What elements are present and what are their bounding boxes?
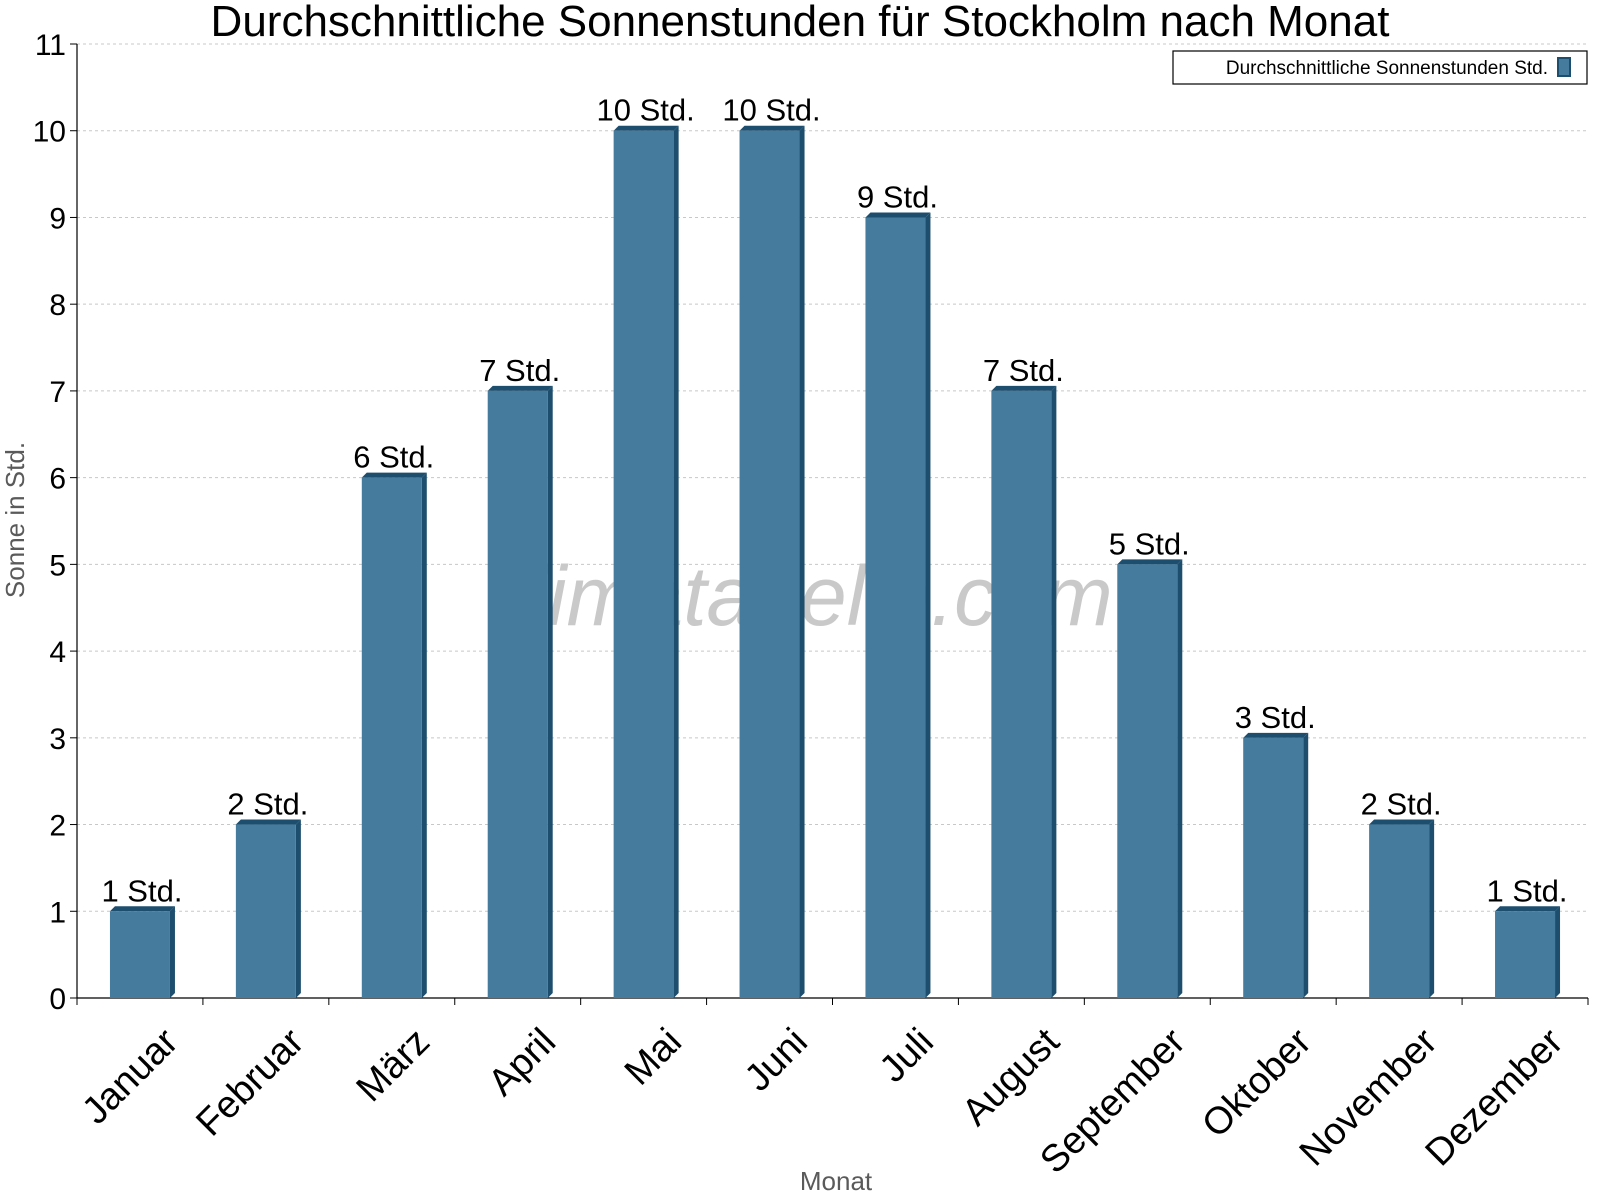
bars: 1 Std. 2 Std. 6 Std. 7 Std. 10 Std. 10 Std. 9 … (101, 93, 1568, 999)
y-tick-label: 9 (49, 202, 66, 235)
y-tick-label: 2 (49, 810, 66, 843)
y-tick-label: 11 (35, 29, 66, 62)
bar-side (1177, 559, 1183, 998)
bar-side (1429, 819, 1435, 998)
bar-top (613, 125, 679, 131)
bar-top (1243, 732, 1309, 738)
bar-top (1369, 819, 1435, 825)
x-tick-label: Mai (617, 1021, 690, 1094)
bar-value-label: 7 Std. (479, 353, 560, 388)
bar-side (295, 819, 301, 998)
bar-front (1117, 564, 1178, 998)
bar-front (1243, 737, 1304, 998)
x-tick-label: Juni (737, 1021, 816, 1100)
bar (1243, 732, 1309, 998)
x-tick-label: April (481, 1021, 564, 1104)
y-tick-label: 1 (49, 896, 66, 929)
x-tick-labels: Januar Februar März April Mai Juni Juli AugustS… (74, 1020, 1571, 1181)
bar-value-label: 2 Std. (1361, 787, 1442, 822)
y-tick-label: 3 (49, 723, 66, 756)
bar-front (1495, 911, 1556, 998)
bar-side (1555, 906, 1561, 998)
x-tick-label: November (1292, 1020, 1446, 1174)
bar-value-label: 5 Std. (1109, 526, 1190, 561)
bar-top (109, 906, 175, 912)
y-tick-label: 5 (49, 549, 66, 582)
bar-value-label: 6 Std. (353, 440, 434, 475)
x-tick-label: März (349, 1021, 438, 1110)
bar-value-label: 10 Std. (722, 93, 820, 128)
bar-side (1051, 385, 1057, 999)
bar-front (739, 130, 800, 998)
axes (70, 43, 1589, 1005)
x-axis-title: Monat (800, 1166, 873, 1196)
legend-label: Durchschnittliche Sonnenstunden Std. (1226, 58, 1548, 79)
bar (361, 472, 427, 998)
bar (487, 385, 553, 999)
bar-top (361, 472, 427, 478)
bar (865, 212, 931, 999)
grid-lines (77, 43, 1588, 912)
bar (1495, 906, 1561, 998)
bar-side (1303, 732, 1309, 998)
bar-side (799, 125, 805, 998)
y-tick-label: 10 (33, 116, 66, 149)
x-tick-label: Oktober (1194, 1020, 1320, 1146)
chart-title: Durchschnittliche Sonnenstunden für Stoc… (211, 0, 1390, 46)
bar-side (421, 472, 427, 998)
y-tick-label: 4 (49, 636, 66, 669)
bar-front (487, 390, 548, 999)
bar-value-label: 10 Std. (597, 93, 695, 128)
x-tick-label: Dezember (1418, 1020, 1572, 1174)
y-tick-label: 6 (49, 463, 66, 496)
bar-top (739, 125, 805, 131)
bar-front (1369, 824, 1430, 998)
bar-front (991, 390, 1052, 999)
y-tick-labels: 0 1 2 3 4 5 6 7 8 9 10 11 (33, 29, 66, 1016)
bar-top (235, 819, 301, 825)
bar-value-label: 1 Std. (1487, 873, 1568, 908)
bar (991, 385, 1057, 999)
bar-front (235, 824, 296, 998)
bar-side (169, 906, 175, 998)
x-tick-label: August (954, 1020, 1068, 1134)
bar-top (991, 385, 1057, 391)
y-axis-title: Sonne in Std. (0, 442, 30, 598)
x-tick-label: Februar (188, 1020, 312, 1144)
bar (109, 906, 175, 998)
bar-value-label: 3 Std. (1235, 700, 1316, 735)
bar (613, 125, 679, 998)
bar-side (673, 125, 679, 998)
bar-top (1495, 906, 1561, 912)
bar-front (361, 477, 422, 998)
bar-value-label: 9 Std. (857, 179, 938, 214)
y-tick-label: 7 (49, 376, 66, 409)
bar-front (613, 130, 674, 998)
y-tick-label: 0 (49, 983, 66, 1016)
bar-side (547, 385, 553, 999)
y-tick-label: 8 (49, 289, 66, 322)
bar-front (109, 911, 170, 998)
x-tick-label: Januar (74, 1020, 186, 1132)
legend-swatch (1557, 57, 1571, 77)
bar (1117, 559, 1183, 998)
bar-value-label: 1 Std. (101, 873, 182, 908)
bar-top (865, 212, 931, 218)
bar (235, 819, 301, 998)
bar-top (487, 385, 553, 391)
bar (1369, 819, 1435, 998)
bar-value-label: 2 Std. (227, 787, 308, 822)
bar-front (865, 217, 926, 999)
legend-box (1172, 50, 1588, 85)
bar-top (1117, 559, 1183, 565)
x-tick-label: Juli (872, 1021, 942, 1091)
bar-value-label: 7 Std. (983, 353, 1064, 388)
bar-side (925, 212, 931, 999)
bar (739, 125, 805, 998)
legend: Durchschnittliche Sonnenstunden Std. (1172, 50, 1588, 85)
